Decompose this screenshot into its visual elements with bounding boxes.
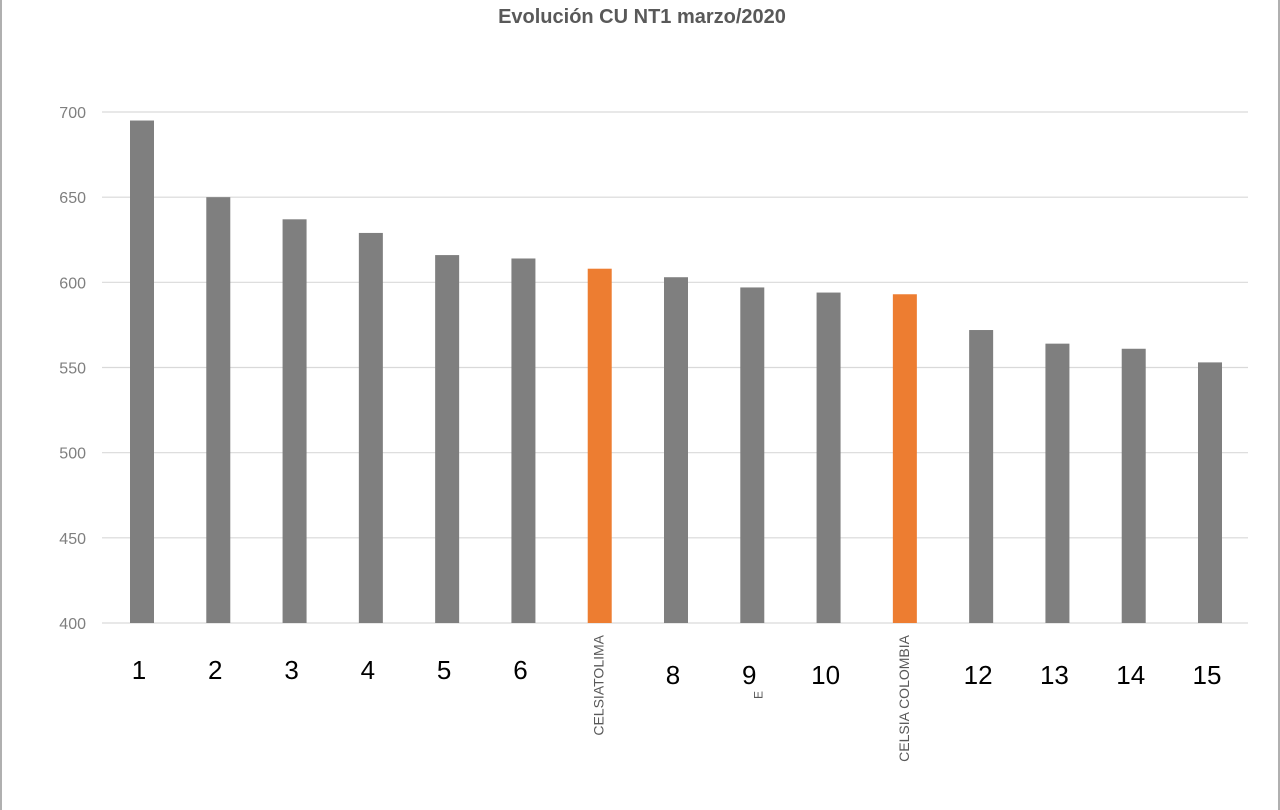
x-tick-label: 6: [513, 655, 527, 685]
x-tick-label: 14: [1116, 660, 1145, 690]
x-tick-label: 2: [208, 655, 222, 685]
x-tick-label: 8: [666, 660, 680, 690]
bar: [1198, 362, 1222, 623]
x-tick-label: 10: [811, 660, 840, 690]
bar: [435, 255, 460, 623]
bar: [740, 287, 765, 623]
x-tick-label: 15: [1193, 660, 1222, 690]
bar: [206, 197, 231, 623]
bar: [664, 277, 688, 623]
bar: [969, 330, 994, 623]
y-tick-label: 550: [59, 361, 86, 378]
bar: [358, 232, 383, 624]
bar: [1121, 348, 1146, 623]
y-tick-label: 650: [59, 190, 86, 207]
bar: [1045, 343, 1070, 623]
x-tick-label: 9: [742, 660, 756, 690]
bar: [587, 268, 612, 623]
extra-label: E: [751, 691, 765, 699]
y-tick-label: 600: [59, 275, 86, 292]
y-tick-label: 400: [59, 616, 86, 633]
bar: [892, 294, 917, 623]
bar: [816, 292, 841, 623]
x-tick-label: 5: [437, 655, 451, 685]
x-tick-label: CELSIATOLIMA: [591, 634, 607, 735]
x-tick-label: 1: [132, 655, 146, 685]
bar: [130, 120, 154, 624]
x-tick-label: 4: [361, 655, 375, 685]
x-tick-label: CELSIA COLOMBIA: [896, 634, 912, 761]
y-tick-label: 500: [59, 446, 86, 463]
chart-title: Evolución CU NT1 marzo/2020: [498, 6, 786, 28]
y-tick-label: 700: [59, 105, 86, 122]
y-tick-label: 450: [59, 531, 86, 548]
x-tick-label: 13: [1040, 660, 1069, 690]
x-tick-label: 12: [964, 660, 993, 690]
x-tick-label: 3: [284, 655, 298, 685]
bar: [282, 219, 307, 623]
bar: [511, 258, 536, 623]
